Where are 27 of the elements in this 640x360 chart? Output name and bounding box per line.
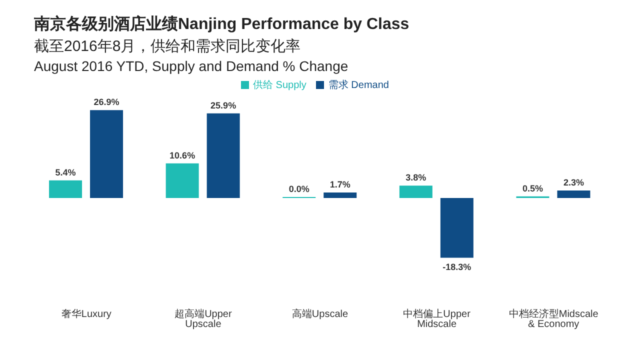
data-label: 0.5% bbox=[522, 183, 543, 194]
bar bbox=[206, 113, 240, 198]
chart-subtitle: 截至2016年8月，供给和需求同比变化率 August 2016 YTD, Supply and Demand % Change bbox=[34, 37, 350, 74]
x-tick-label: 中档偏上Upper Midscale bbox=[403, 308, 472, 330]
bar bbox=[399, 186, 432, 198]
data-label: 10.6% bbox=[170, 150, 196, 160]
data-label: 26.9% bbox=[94, 97, 120, 108]
bar bbox=[440, 198, 474, 258]
bar bbox=[324, 192, 357, 198]
x-tick-label: 奢华Luxury bbox=[61, 308, 112, 320]
bar bbox=[49, 180, 82, 198]
legend-label: 需求 Demand bbox=[328, 80, 389, 91]
data-label: 1.7% bbox=[330, 179, 350, 190]
x-tick-label: 高端Upscale bbox=[292, 308, 348, 320]
data-label: 5.4% bbox=[55, 167, 76, 178]
x-tick-label: 中档经济型Midscale & Economy bbox=[508, 308, 599, 330]
legend-label: 供给 Supply bbox=[253, 80, 306, 91]
data-label: 2.3% bbox=[563, 177, 584, 188]
data-label: 3.8% bbox=[406, 172, 426, 183]
data-label: 25.9% bbox=[210, 100, 236, 110]
bar bbox=[90, 110, 124, 198]
x-tick-label: 超高端Upper Upscale bbox=[174, 308, 232, 330]
bar bbox=[557, 190, 590, 198]
data-label: 0.0% bbox=[288, 184, 310, 194]
data-label: -18.3% bbox=[442, 262, 472, 272]
bar bbox=[166, 163, 199, 198]
chart-title: 南京各级别酒店业绩Nanjing Performance by Class bbox=[34, 14, 410, 35]
